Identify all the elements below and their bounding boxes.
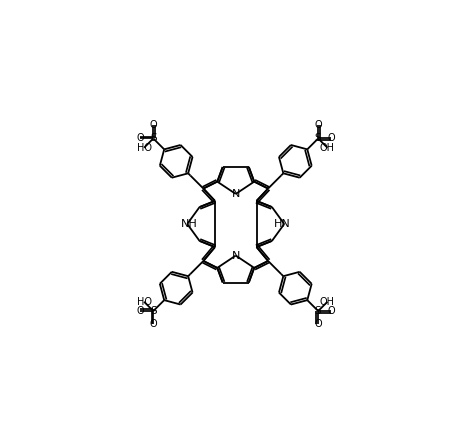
Text: S: S bbox=[150, 133, 157, 144]
Text: O: O bbox=[149, 319, 157, 329]
Text: NH: NH bbox=[181, 219, 197, 229]
Text: S: S bbox=[314, 306, 321, 316]
Text: S: S bbox=[314, 133, 321, 144]
Text: O: O bbox=[313, 319, 321, 329]
Text: OH: OH bbox=[319, 143, 334, 153]
Text: O: O bbox=[327, 133, 334, 144]
Text: S: S bbox=[150, 306, 157, 316]
Text: O: O bbox=[313, 120, 321, 130]
Text: O: O bbox=[149, 120, 157, 130]
Text: HO: HO bbox=[136, 297, 151, 307]
Text: O: O bbox=[136, 133, 144, 144]
Text: HN: HN bbox=[273, 219, 290, 229]
Text: N: N bbox=[231, 189, 240, 199]
Text: N: N bbox=[231, 251, 240, 260]
Text: OH: OH bbox=[319, 297, 334, 307]
Text: HO: HO bbox=[136, 143, 151, 153]
Text: O: O bbox=[327, 306, 334, 316]
Text: O: O bbox=[136, 306, 144, 316]
